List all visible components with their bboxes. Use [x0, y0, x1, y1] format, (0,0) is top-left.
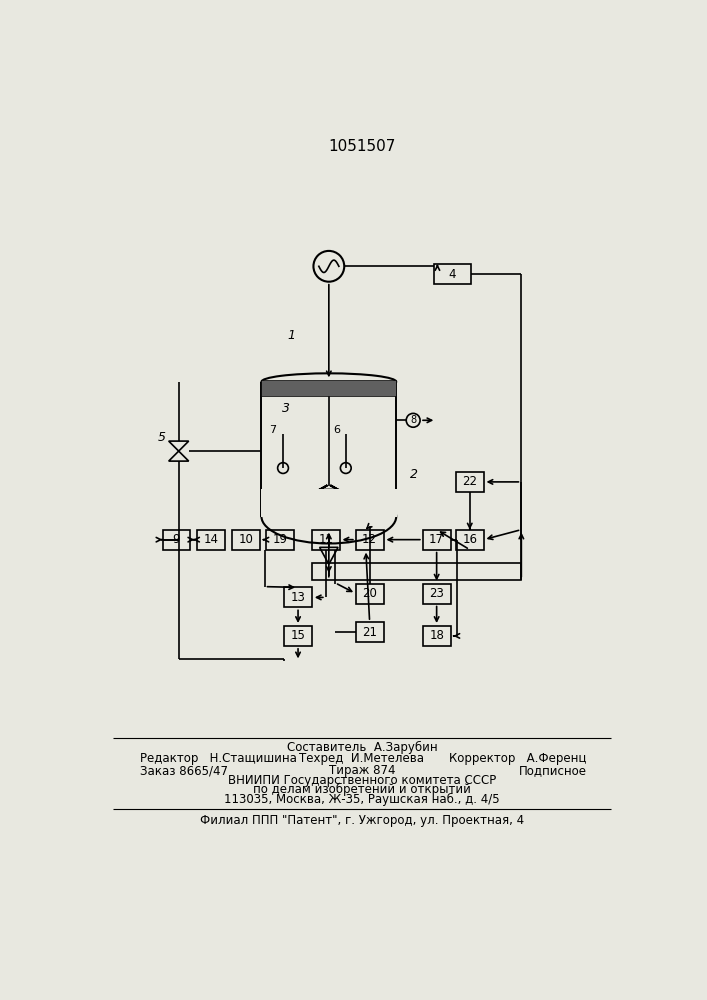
- Bar: [456, 472, 484, 492]
- Text: Подписное: Подписное: [519, 764, 587, 777]
- Text: 19: 19: [273, 533, 288, 546]
- Text: Редактор   Н.Стащишина: Редактор Н.Стащишина: [140, 752, 297, 765]
- Text: 1: 1: [288, 329, 296, 342]
- Bar: [423, 584, 450, 604]
- Text: 22: 22: [462, 475, 477, 488]
- Bar: [284, 587, 312, 607]
- Text: 21: 21: [362, 626, 377, 639]
- Bar: [284, 626, 312, 646]
- Bar: [163, 530, 190, 550]
- Text: Заказ 8665/47: Заказ 8665/47: [140, 764, 228, 777]
- Text: 3: 3: [282, 402, 290, 415]
- Text: 16: 16: [462, 533, 477, 546]
- Bar: [262, 380, 396, 396]
- Text: Тираж 874: Тираж 874: [329, 764, 395, 777]
- Bar: [423, 626, 450, 646]
- Bar: [232, 530, 259, 550]
- Bar: [423, 530, 450, 550]
- Bar: [456, 530, 484, 550]
- Text: 13: 13: [291, 591, 305, 604]
- Bar: [267, 530, 294, 550]
- Text: 1051507: 1051507: [328, 139, 396, 154]
- Text: Техред  И.Метелева: Техред И.Метелева: [300, 752, 424, 765]
- Text: 20: 20: [362, 587, 377, 600]
- Bar: [312, 563, 521, 580]
- Bar: [356, 584, 383, 604]
- Text: 14: 14: [204, 533, 218, 546]
- Text: 2: 2: [410, 468, 418, 481]
- Text: ВНИИПИ Государственного комитета СССР: ВНИИПИ Государственного комитета СССР: [228, 774, 496, 787]
- Text: по делам изобретений и открытий: по делам изобретений и открытий: [253, 783, 471, 796]
- Bar: [433, 264, 471, 284]
- Bar: [197, 530, 225, 550]
- Text: 17: 17: [429, 533, 444, 546]
- Text: 8: 8: [410, 415, 416, 425]
- Text: Составитель  А.Зарубин: Составитель А.Зарубин: [286, 741, 437, 754]
- Text: 15: 15: [291, 629, 305, 642]
- Text: 4: 4: [448, 267, 456, 280]
- Text: 9: 9: [173, 533, 180, 546]
- Text: 11: 11: [318, 533, 333, 546]
- Bar: [312, 530, 339, 550]
- Bar: [356, 622, 383, 642]
- Text: Филиал ППП "Патент", г. Ужгород, ул. Проектная, 4: Филиал ППП "Патент", г. Ужгород, ул. Про…: [200, 814, 524, 827]
- Text: Корректор   А.Ференц: Корректор А.Ференц: [450, 752, 587, 765]
- Bar: [356, 530, 383, 550]
- Text: 23: 23: [429, 587, 444, 600]
- Text: 6: 6: [333, 425, 340, 435]
- Text: 10: 10: [238, 533, 253, 546]
- Bar: [261, 489, 397, 517]
- Text: 18: 18: [429, 629, 444, 642]
- Text: 5: 5: [158, 431, 165, 444]
- Text: 113035, Москва, Ж-35, Раушская наб., д. 4/5: 113035, Москва, Ж-35, Раушская наб., д. …: [224, 793, 500, 806]
- Text: 12: 12: [362, 533, 377, 546]
- Text: 7: 7: [269, 425, 276, 435]
